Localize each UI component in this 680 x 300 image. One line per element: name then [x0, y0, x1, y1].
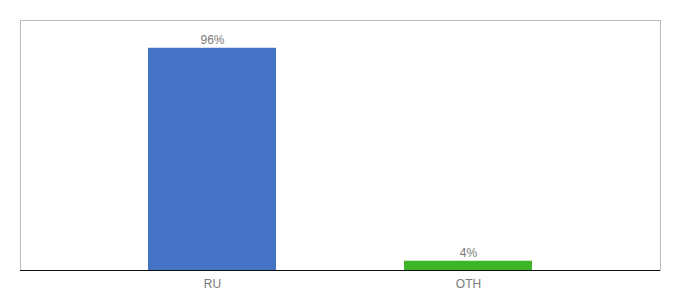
svg-text:RU: RU: [204, 277, 221, 291]
svg-text:4%: 4%: [460, 246, 478, 260]
svg-text:OTH: OTH: [456, 277, 481, 291]
svg-text:96%: 96%: [200, 33, 224, 47]
